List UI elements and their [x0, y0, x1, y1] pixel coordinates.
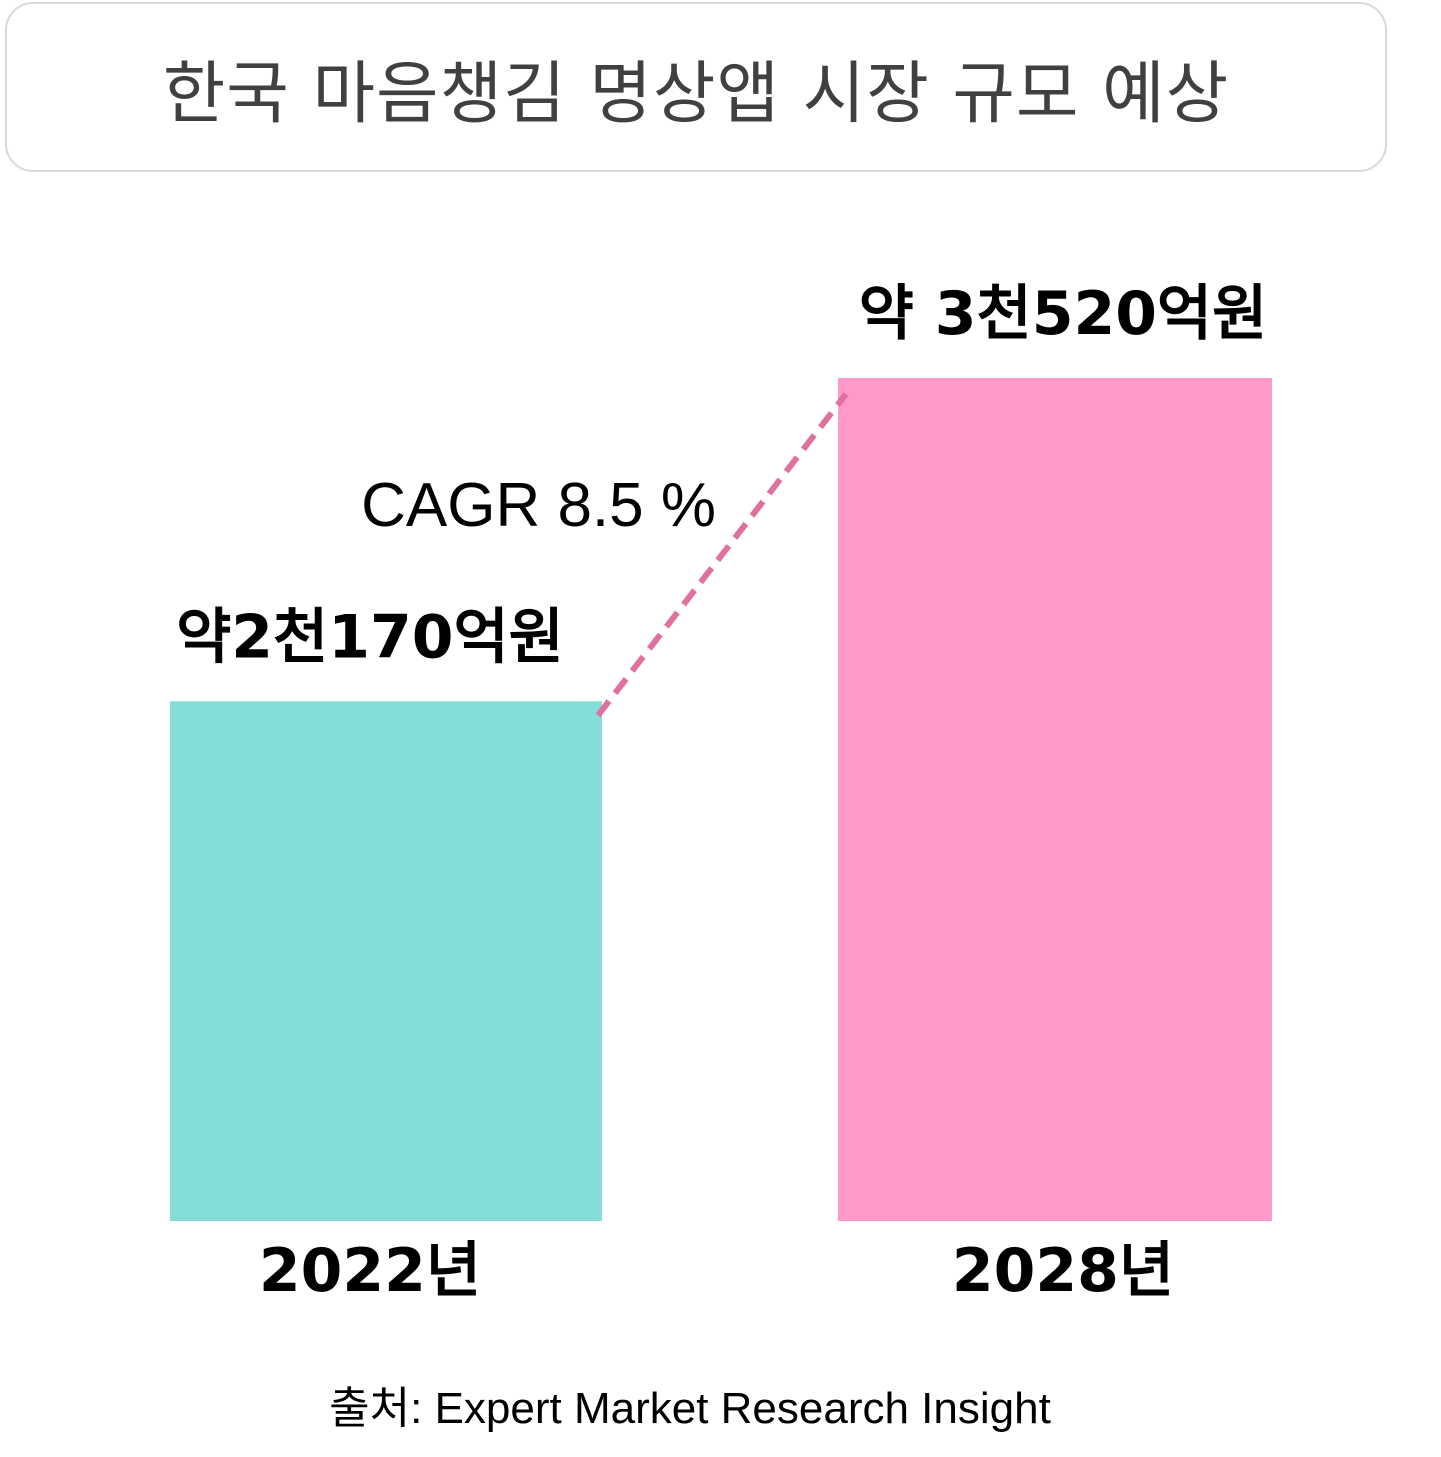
- category-label-2028년: 2028년: [952, 1236, 1174, 1306]
- cagr-connector-line: [595, 392, 849, 718]
- source-note: 출처: Expert Market Research Insight: [329, 1384, 1051, 1433]
- bars-layer: [170, 378, 1272, 1221]
- value-label-2022년: 약2천170억원: [176, 602, 564, 672]
- bar-2022년: [170, 701, 602, 1221]
- value-label-2028년: 약 3천520억원: [859, 279, 1268, 349]
- cagr-label: CAGR 8.5 %: [361, 471, 716, 540]
- bar-2028년: [838, 378, 1272, 1221]
- chart-title-box: 한국 마음챙김 명상앱 시장 규모 예상: [5, 2, 1387, 172]
- chart-title: 한국 마음챙김 명상앱 시장 규모 예상: [162, 54, 1230, 134]
- labels-layer: 약2천170억원 2022년 약 3천520억원 2028년: [176, 279, 1267, 1306]
- category-label-2022년: 2022년: [259, 1236, 481, 1306]
